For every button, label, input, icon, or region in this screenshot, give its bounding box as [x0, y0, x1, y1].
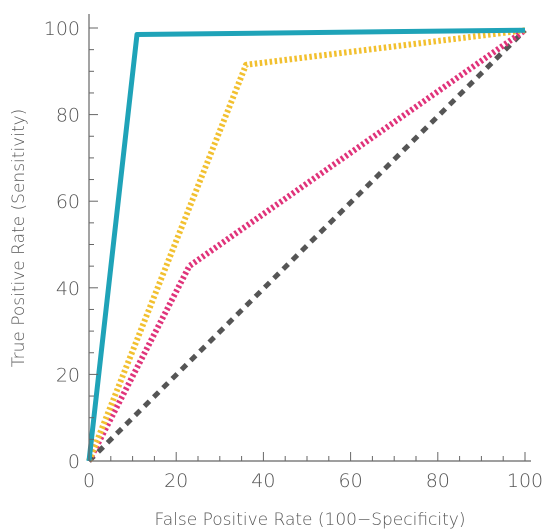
- y-tick-label: 100: [44, 18, 80, 40]
- y-tick-label: 80: [56, 105, 80, 127]
- y-tick-label: 20: [56, 364, 80, 386]
- x-tick-label: 80: [426, 470, 450, 492]
- x-tick-label: 100: [507, 470, 543, 492]
- series-layer: [86, 27, 527, 463]
- roc-line-teal: [86, 27, 526, 462]
- roc-line-reference: [87, 28, 527, 463]
- x-tick-label: 60: [339, 470, 363, 492]
- x-tick-label: 20: [164, 470, 188, 492]
- axes-layer: [88, 14, 531, 462]
- x-tick-label: 0: [83, 470, 95, 492]
- roc-line-yellow: [86, 27, 526, 463]
- y-tick-label: 0: [68, 451, 80, 473]
- x-tick-label: 40: [251, 470, 275, 492]
- y-tick-label: 40: [56, 278, 80, 300]
- y-tick-label: 60: [56, 191, 80, 213]
- y-axis-title: True Positive Rate (Sensitivity): [9, 109, 29, 368]
- ticks-layer: 0 20 40 60 80 100 0 20 40 60 80 100: [44, 18, 543, 492]
- x-axis-title: False Positive Rate (100−Specificity): [155, 510, 466, 530]
